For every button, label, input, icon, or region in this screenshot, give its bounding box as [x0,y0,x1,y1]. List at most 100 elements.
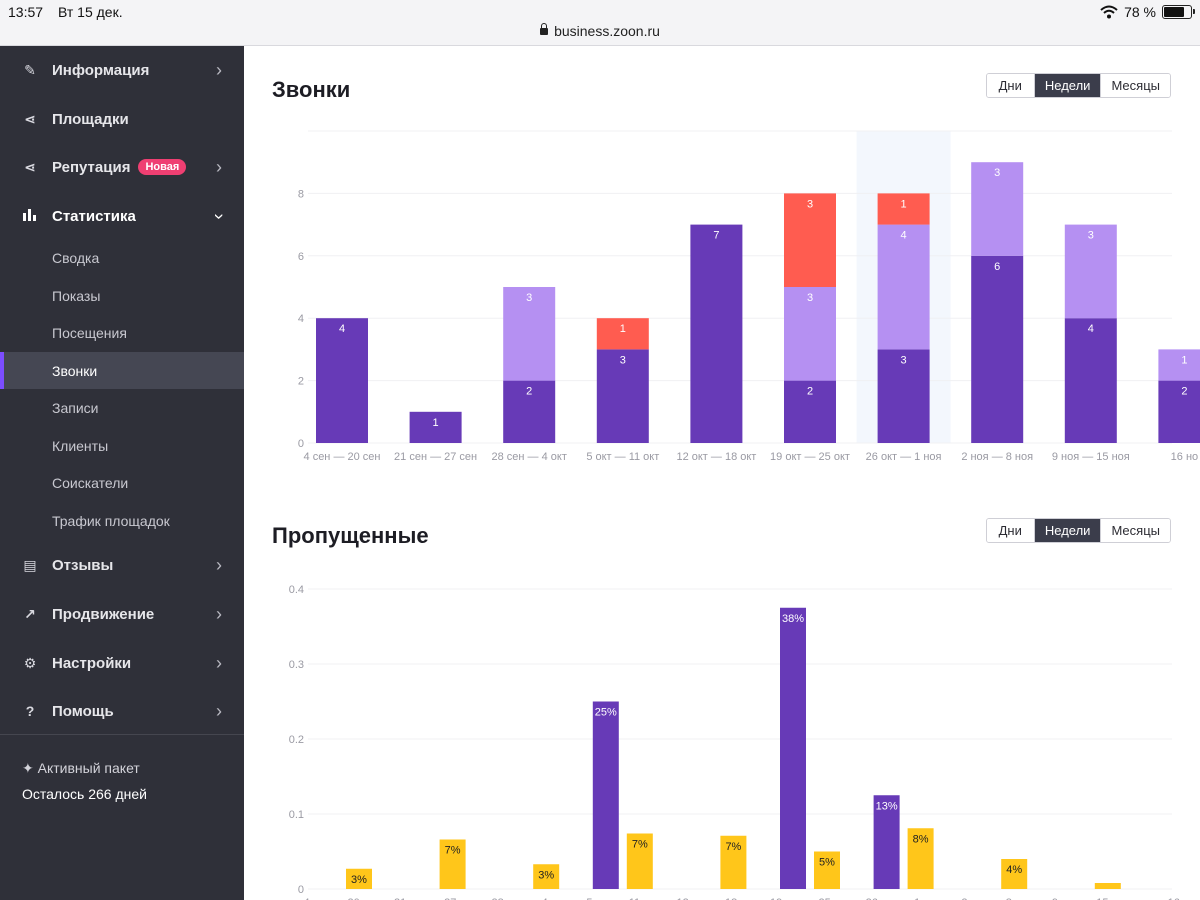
period-weeks-button[interactable]: Недели [1033,519,1101,542]
sidebar-subitem-platform-traffic[interactable]: Трафик площадок [52,512,170,529]
active-package[interactable]: ✦ Активный пакет [22,760,140,777]
bar-value-label: 4 [1088,323,1094,335]
x-tick-label: 19 окт — 25 окт [770,451,850,463]
chevron-right-icon: › [216,156,222,177]
bar-segment [596,349,649,443]
sidebar-item-information[interactable]: ✎ Информация › [0,50,244,90]
chevron-right-icon: › [216,59,222,80]
x-tick-label: 28 сен — 4 окт [492,451,567,463]
sidebar-item-label: Отзывы [52,556,114,574]
sidebar-divider [0,734,244,735]
bar [1001,859,1028,889]
bar-value-label: 3 [526,292,532,304]
sidebar-subitem-summary[interactable]: Сводка [52,249,100,266]
sidebar-item-settings[interactable]: ⚙ Настройки › [0,643,244,683]
bar-value-label: 7% [632,839,648,851]
sidebar-item-label: Площадки [52,110,129,128]
chat-icon: ▤ [23,556,37,573]
period-months-button[interactable]: Месяцы [1100,74,1170,97]
y-tick-label: 4 [298,313,304,325]
bar-segment [784,193,836,287]
x-tick-label: 9 ноя — 15 ноя [1052,897,1130,900]
x-tick-label: 4 сен — 20 сен [304,451,381,463]
period-days-button[interactable]: Дни [986,74,1034,97]
bar-segment [1064,224,1117,319]
sidebar-item-help[interactable]: ? Помощь › [0,691,244,731]
bar-value-label: 2 [526,386,532,398]
sidebar-subitem-clients[interactable]: Клиенты [52,437,109,454]
bar-value-label: 3 [620,354,626,366]
package-days-left: Осталось 266 дней [22,786,147,802]
missed-chart: 0 0.1 0.2 0.3 0.4 3% 4 сен — 20 сен 7% 21 сен — … [289,584,1200,900]
bar-segment [877,224,930,350]
bar-segment [784,287,836,381]
chevron-right-icon: › [216,652,222,673]
bar-value-label: 4 [901,230,907,242]
sidebar-item-label: Репутация [52,158,131,176]
bar-value-label: 2 [807,386,813,398]
x-tick-label: 12 окт — 18 окт [676,451,756,463]
chevron-down-icon: › [209,213,230,219]
sidebar-item-reviews[interactable]: ▤ Отзывы › [0,545,244,585]
y-tick-label: 0.1 [289,809,304,821]
sidebar-item-statistics[interactable]: Статистика › [0,196,244,236]
y-tick-label: 8 [298,188,304,200]
help-icon: ? [25,703,35,719]
sidebar-subitem-visits[interactable]: Посещения [52,324,127,341]
x-tick-label: 16 но [1171,451,1198,463]
y-tick-label: 2 [298,376,304,388]
bar-value-label: 7 [713,230,719,242]
bar-value-label: 7% [725,841,741,853]
x-tick-label: 16 ноя [1168,897,1200,900]
bar-segment [784,380,836,443]
bar-segment [1158,380,1200,443]
x-tick-label: 2 ноя — 8 ноя [961,451,1033,463]
bar-segment [1158,349,1200,381]
address-bar[interactable]: business.zoon.ru [0,23,1200,39]
period-days-button[interactable]: Дни [986,519,1034,542]
status-date: Вт 15 дек. [58,4,123,20]
share-icon: ⋖ [24,158,36,175]
sidebar-item-label: Информация [52,61,150,79]
bar-value-label: 13% [876,800,898,812]
bar [873,795,900,889]
bar-value-label: 7% [445,845,461,857]
bar-value-label: 6 [994,261,1000,273]
sidebar-item-platforms[interactable]: ⋖ Площадки [0,99,244,139]
bar-segment [690,224,743,443]
period-months-button[interactable]: Месяцы [1100,519,1170,542]
sidebar-item-label: Продвижение [52,605,155,623]
bar-segment [971,255,1024,443]
sidebar-item-promotion[interactable]: ↗ Продвижение › [0,594,244,634]
trend-icon: ↗ [24,605,36,622]
bar [720,835,747,889]
status-right: 78 % [1100,4,1195,20]
bar-value-label: 3% [351,874,367,886]
sidebar-item-reputation[interactable]: ⋖ Репутация Новая › [0,147,244,187]
x-tick-label: 19 окт — 25 окт [770,897,850,900]
x-tick-label: 5 окт — 11 окт [586,451,659,463]
bar [907,828,934,889]
x-tick-label: 26 окт — 1 ноя [866,897,942,900]
sidebar-subitem-bookings[interactable]: Записи [52,399,99,416]
period-weeks-button[interactable]: Недели [1033,74,1101,97]
bar-value-label: 3 [901,354,907,366]
pencil-icon: ✎ [24,61,36,78]
sidebar-subitem-impressions[interactable]: Показы [52,287,101,304]
bar-value-label: 1 [620,323,626,335]
bar-value-label: 4 [339,323,345,335]
sidebar-item-label: Статистика [52,207,136,225]
battery-icon [1162,5,1195,19]
bar-value-label: 8% [913,833,929,845]
x-tick-label: 21 сен — 27 сен [394,451,477,463]
bar-value-label: 1 [1181,354,1187,366]
y-tick-label: 6 [298,251,304,263]
y-tick-label: 0 [298,884,304,896]
bar-segment [877,193,930,225]
sidebar-item-label: Настройки [52,654,132,672]
sidebar-subitem-calls[interactable]: Звонки [0,352,244,389]
x-tick-label: 5 окт — 11 окт [586,897,659,900]
y-tick-label: 0.3 [289,659,304,671]
sidebar-subitem-applicants[interactable]: Соискатели [52,474,129,491]
gear-icon: ⚙ [23,654,37,671]
